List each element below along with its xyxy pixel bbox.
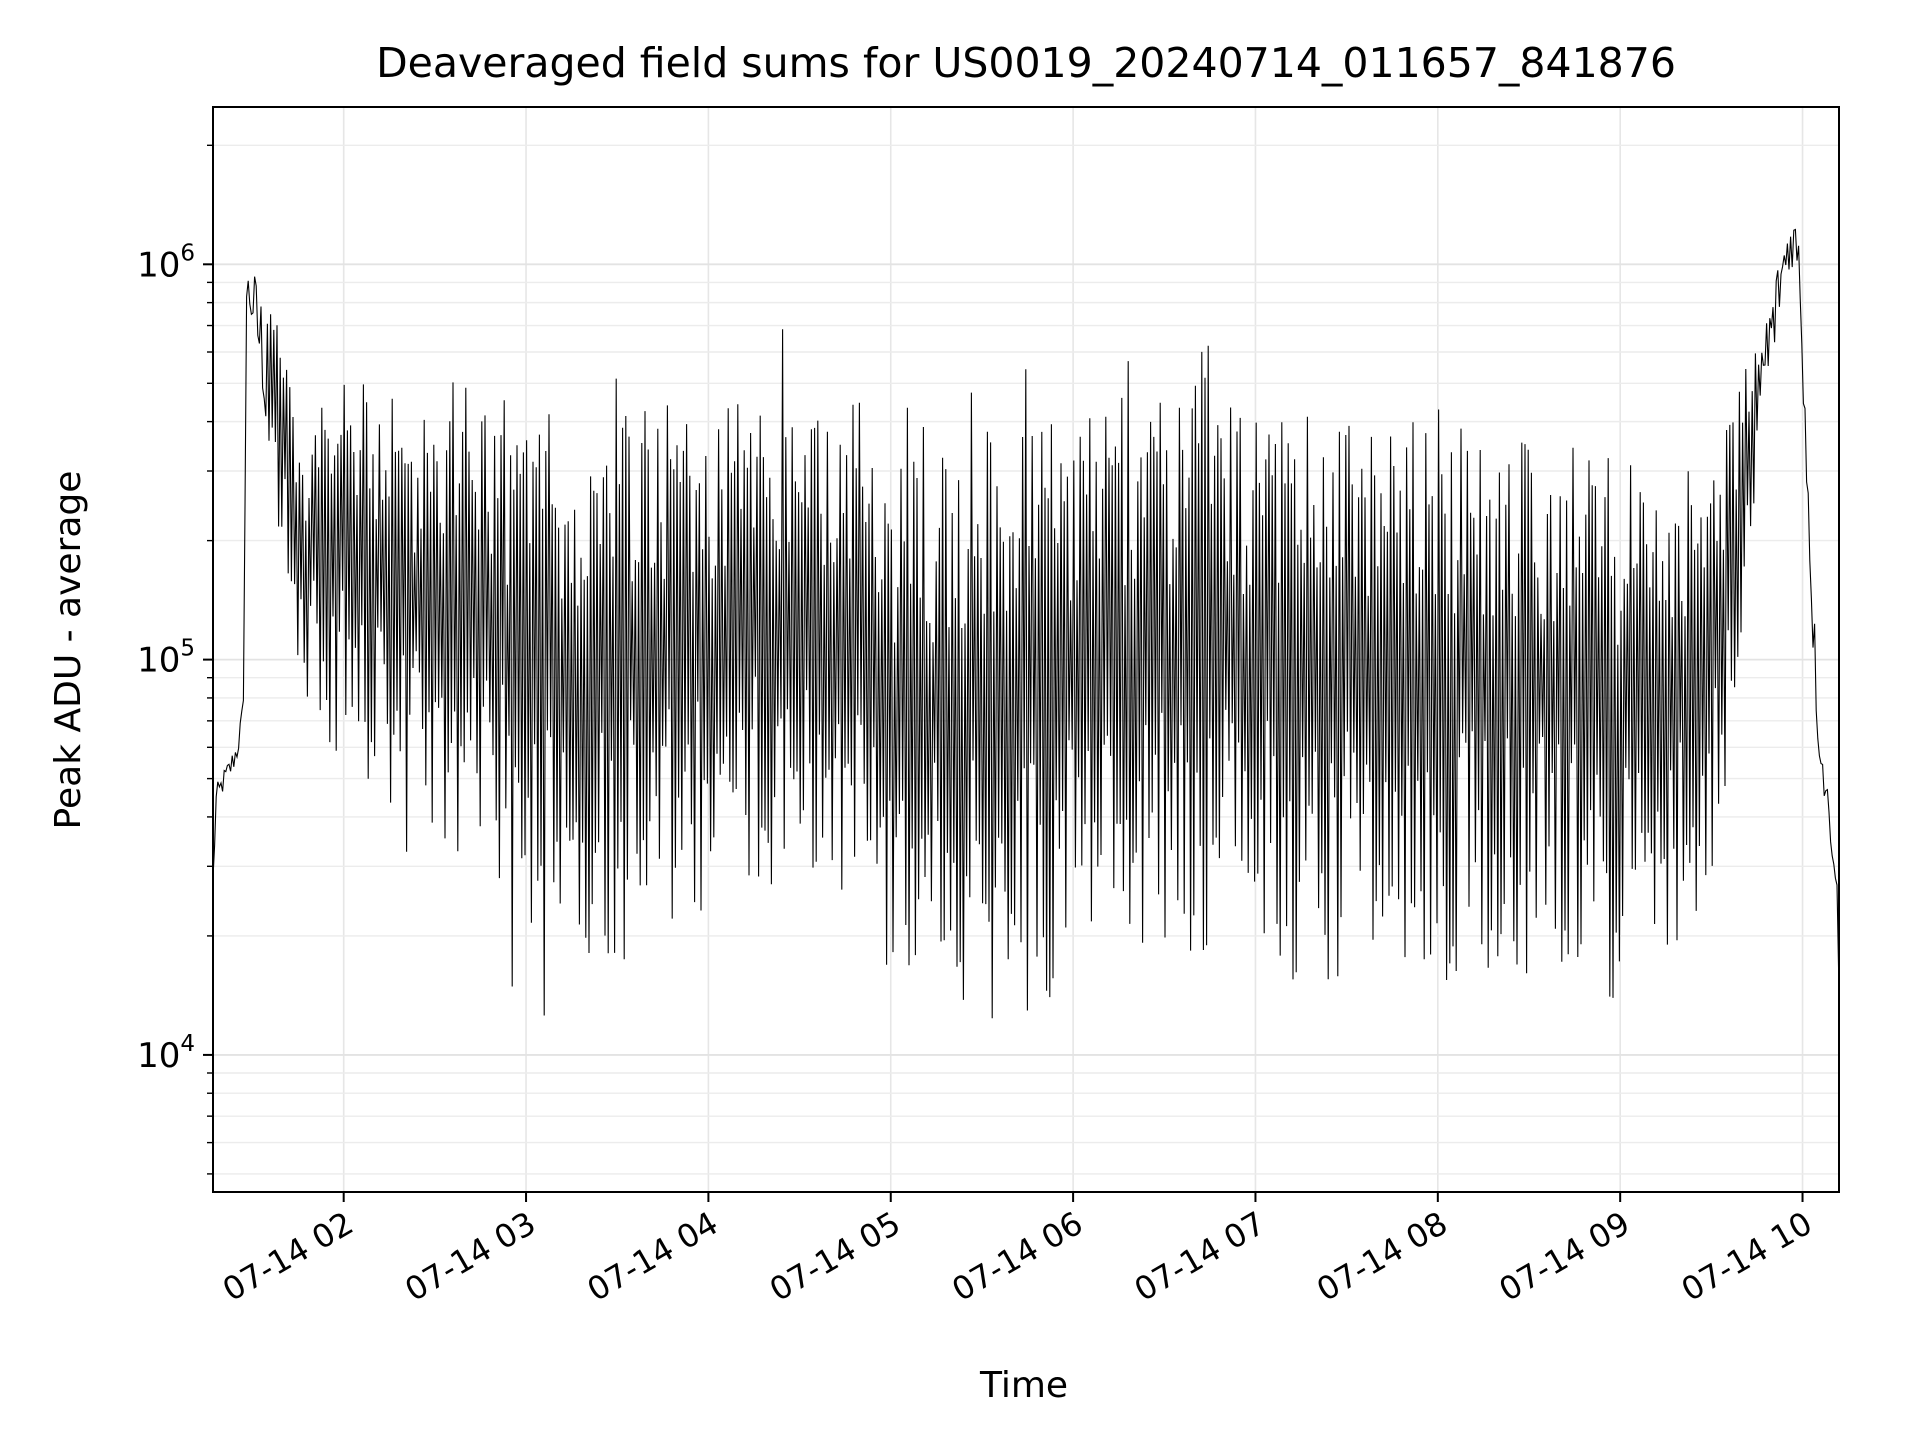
y-tick-label: 104 — [137, 1031, 195, 1076]
plot-frame — [212, 106, 1840, 1193]
series-line — [212, 228, 1840, 1019]
y-axis-label: Peak ADU - average — [48, 471, 89, 830]
chart-title: Deaveraged field sums for US0019_2024071… — [376, 39, 1676, 87]
y-tick-label: 106 — [137, 240, 195, 285]
x-axis-label: Time — [979, 1365, 1068, 1406]
y-axis: 104 105 106 — [137, 144, 213, 1175]
y-tick-label: 105 — [137, 636, 195, 681]
grid — [213, 107, 1839, 1192]
